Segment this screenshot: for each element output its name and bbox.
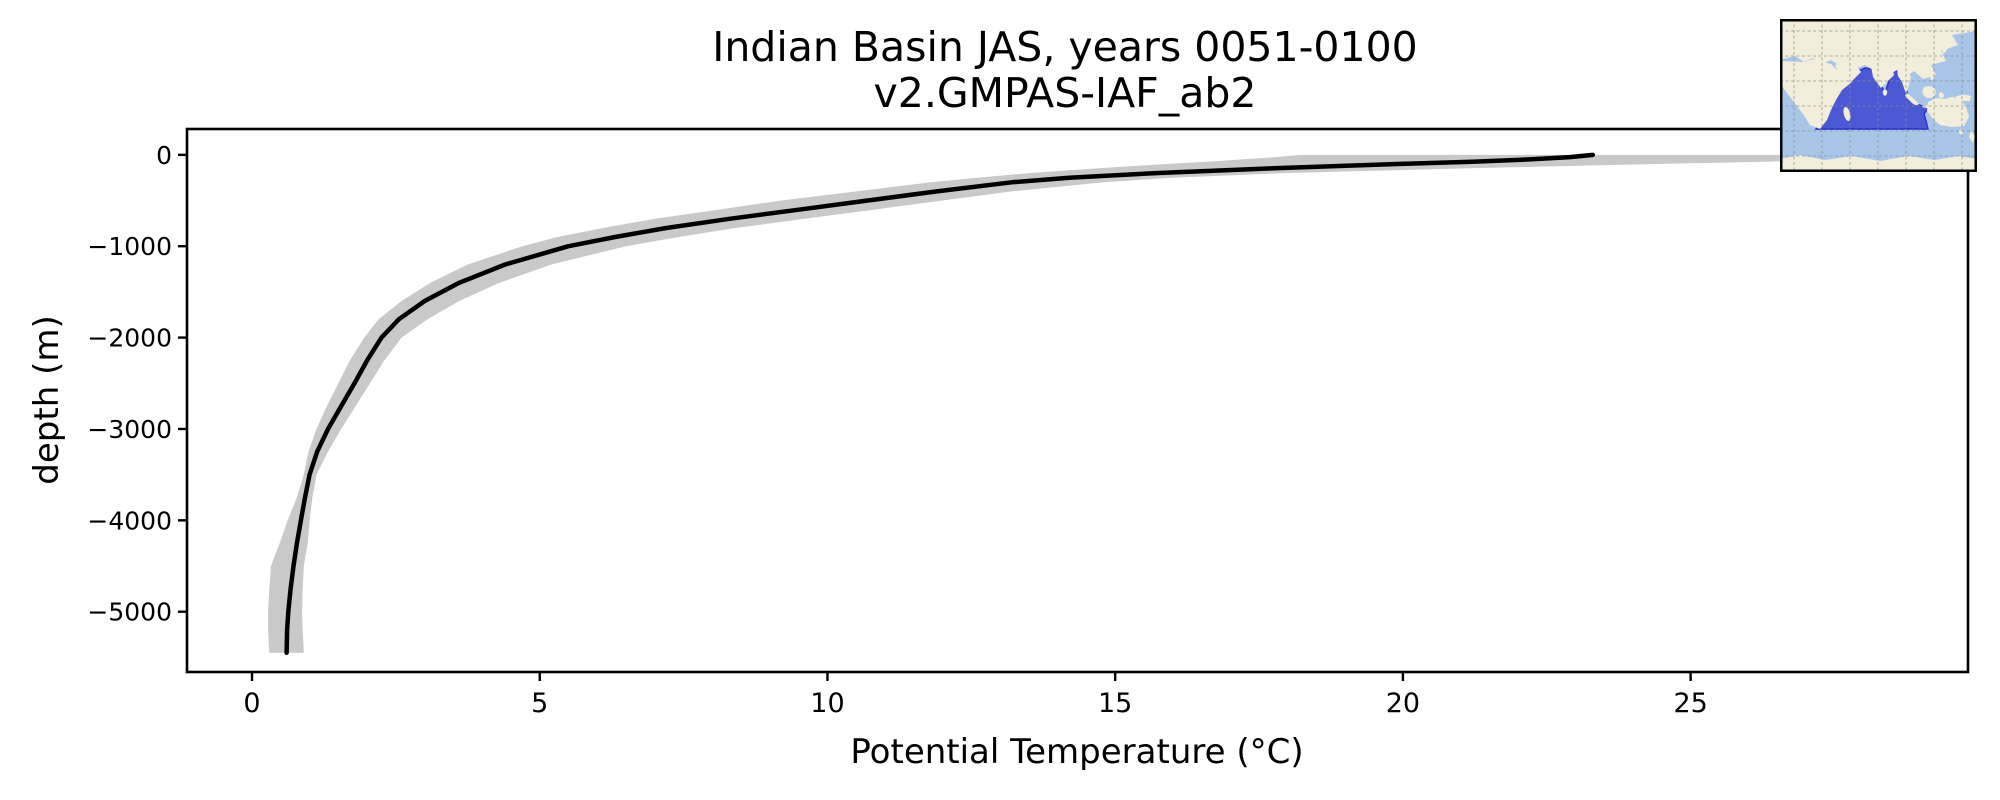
land-sri-lanka [1882, 89, 1888, 96]
land-antarctica [1780, 155, 1977, 172]
land-madagascar [1843, 106, 1851, 122]
inset-border [1780, 19, 1977, 172]
plot-border [185, 127, 1970, 674]
land-new-guinea [1955, 94, 1971, 102]
temperature-profile-line [284, 152, 1596, 656]
land-indochina [1897, 69, 1911, 94]
inset-map [1780, 19, 1977, 172]
y-tick-label: −4000 [87, 506, 172, 535]
spread-band [268, 154, 1898, 653]
x-axis: 0 5 10 15 20 25 [243, 672, 1708, 719]
chart-subtitle: v2.GMPAS-IAF_ab2 [874, 69, 1257, 117]
x-tick-label: 20 [1386, 688, 1420, 719]
land-sulawesi [1939, 92, 1944, 99]
land-africa [1780, 59, 1852, 129]
land-sumatra [1905, 93, 1919, 106]
inset-graticule [1780, 19, 1977, 172]
chart-title: Indian Basin JAS, years 0051-0100 [712, 23, 1418, 71]
land-tasmania [1959, 129, 1963, 135]
y-tick-label: −5000 [87, 598, 172, 627]
land-australia [1927, 97, 1969, 127]
x-tick-label: 10 [810, 688, 844, 719]
y-axis-label: depth (m) [27, 315, 67, 484]
x-tick-label: 25 [1673, 688, 1707, 719]
x-tick-label: 15 [1098, 688, 1132, 719]
y-tick-label: 0 [156, 141, 172, 170]
x-axis-label: Potential Temperature (°C) [850, 732, 1303, 772]
y-tick-label: −1000 [87, 232, 172, 261]
land-philippines [1930, 74, 1934, 80]
land-japan [1942, 44, 1948, 54]
land-eurasia [1780, 19, 1977, 79]
x-tick-label: 0 [243, 688, 260, 719]
inset-landmasses [1780, 19, 1977, 172]
x-tick-label: 5 [531, 688, 548, 719]
land-borneo [1922, 86, 1936, 99]
land-india [1871, 64, 1894, 88]
y-tick-label: −2000 [87, 324, 172, 353]
land-new-zealand [1969, 131, 1975, 143]
y-tick-label: −3000 [87, 415, 172, 444]
y-axis: 0 −1000 −2000 −3000 −4000 −5000 [87, 141, 187, 627]
